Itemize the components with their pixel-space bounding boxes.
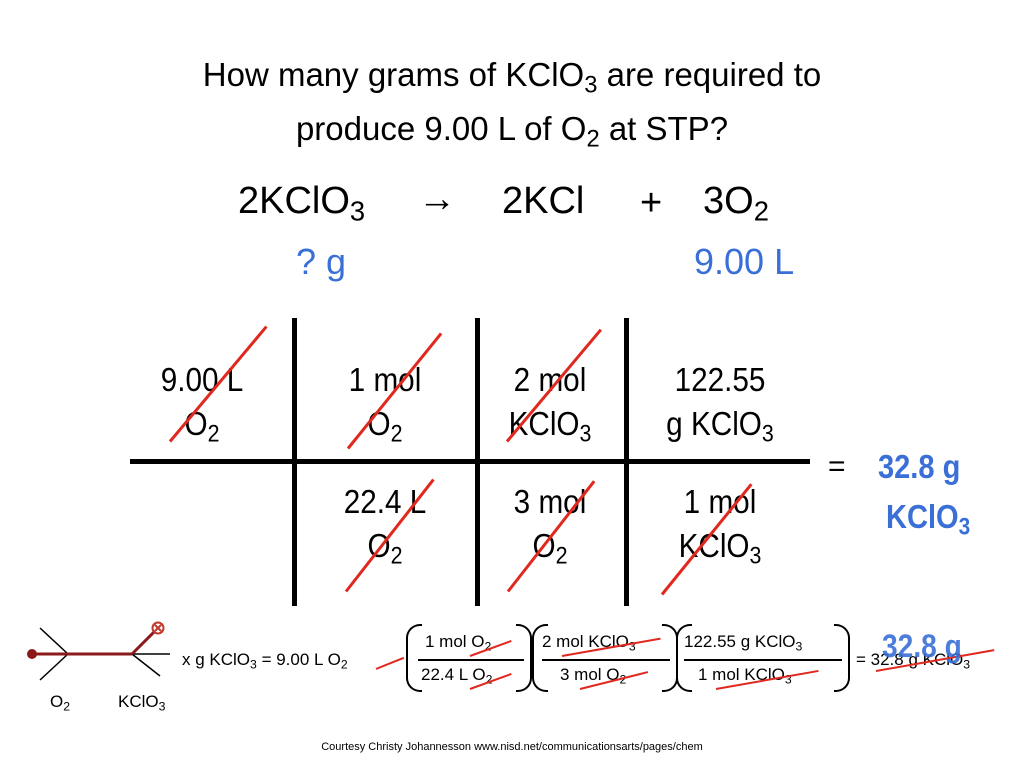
diagram-label-kclo3: KClO3 (118, 692, 166, 714)
paren-left-1 (406, 624, 422, 692)
reactant-kclo3: 2KClO3 (238, 180, 366, 227)
fraction-1-numerator: 1 mol O2 (425, 632, 492, 654)
paren-right-1 (516, 624, 532, 692)
reactant-unknown-grams: ? g (296, 241, 347, 282)
product-o2: 3O2 (703, 180, 769, 227)
product-kcl: 2KCl (502, 180, 585, 222)
table-cell-top-3: 2 mol KClO3 (508, 361, 592, 448)
fraction-2-numerator: 2 mol KClO3 (542, 632, 636, 654)
paren-left-2 (532, 624, 548, 692)
formula-lhs: x g KClO3 = 9.00 L O2 (182, 650, 348, 672)
product-given-volume: 9.00 L (694, 241, 795, 282)
formula-result-overlay: 32.8 g (882, 628, 962, 664)
fraction-2-bar (542, 659, 670, 661)
result-value: 32.8 g (878, 448, 961, 485)
cancel-strike-formula-1 (375, 656, 405, 670)
question-line-2: produce 9.00 L of O2 at STP? (295, 110, 729, 153)
plus-sign: + (640, 182, 663, 224)
result-equals: = (828, 450, 846, 483)
paren-right-3 (834, 624, 850, 692)
table-cell-bottom-2: 22.4 L O2 (343, 483, 427, 570)
table-fraction-bar (130, 459, 810, 464)
fraction-1-bar (418, 659, 524, 661)
start-node-icon (27, 649, 37, 659)
conversion-pathway-diagram (27, 621, 170, 681)
credit-text: Courtesy Christy Johannesson www.nisd.ne… (321, 741, 703, 753)
result-unit: KClO3 (886, 498, 971, 541)
paren-left-3 (676, 624, 692, 692)
question-line-1: How many grams of KClO3 are required to (202, 56, 822, 99)
fraction-2-denominator: 3 mol O2 (560, 665, 627, 687)
table-cell-top-2: 1 mol O2 (348, 361, 422, 448)
reaction-arrow: → (418, 178, 456, 220)
diagram-label-o2: O2 (50, 692, 71, 714)
table-cell-bottom-3: 3 mol O2 (513, 483, 587, 570)
fraction-3-numerator: 122.55 g KClO3 (684, 632, 803, 654)
fraction-3-bar (684, 659, 842, 661)
table-cell-top-4: 122.55 g KClO3 (666, 361, 774, 448)
fraction-1-denominator: 22.4 L O2 (421, 665, 493, 687)
formula-rhs: = 32.8 g KClO3 (856, 650, 971, 672)
